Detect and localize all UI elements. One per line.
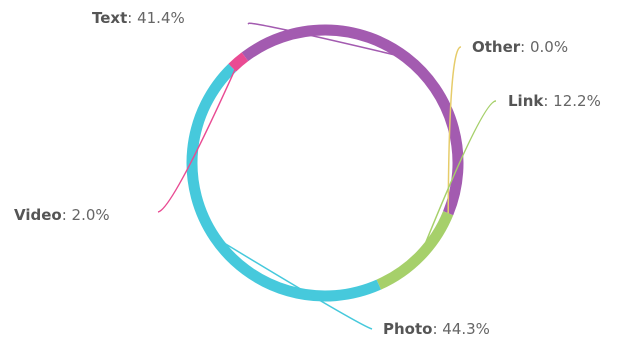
data-label-name-other: Other	[472, 38, 521, 56]
data-label-text: Text: 41.4%	[92, 9, 185, 27]
ring-layer	[186, 24, 464, 302]
leader-line-photo	[214, 236, 373, 330]
data-label-link: Link: 12.2%	[508, 92, 601, 110]
leader-line-video	[157, 61, 240, 213]
leader-line-other	[447, 46, 462, 214]
data-label-name-text: Text	[92, 9, 127, 27]
leader-line-link	[419, 100, 497, 256]
data-label-name-link: Link	[508, 92, 544, 110]
data-label-video: Video: 2.0%	[14, 206, 110, 224]
pie-slice-link[interactable]	[376, 211, 454, 290]
data-label-value-photo: : 44.3%	[432, 320, 489, 338]
leader-line-layer	[157, 22, 497, 330]
data-label-other: Other: 0.0%	[472, 38, 568, 56]
data-label-value-other: : 0.0%	[520, 38, 568, 56]
data-label-value-video: : 2.0%	[62, 206, 110, 224]
data-label-photo: Photo: 44.3%	[383, 320, 490, 338]
data-label-value-link: : 12.2%	[543, 92, 600, 110]
pie-slice-text[interactable]	[241, 24, 464, 216]
leader-line-text	[247, 22, 407, 59]
data-label-layer: Text: 41.4%Other: 0.0%Link: 12.2%Photo: …	[14, 9, 601, 338]
data-label-name-video: Video	[14, 206, 62, 224]
data-label-value-text: : 41.4%	[127, 9, 184, 27]
data-label-name-photo: Photo	[383, 320, 432, 338]
